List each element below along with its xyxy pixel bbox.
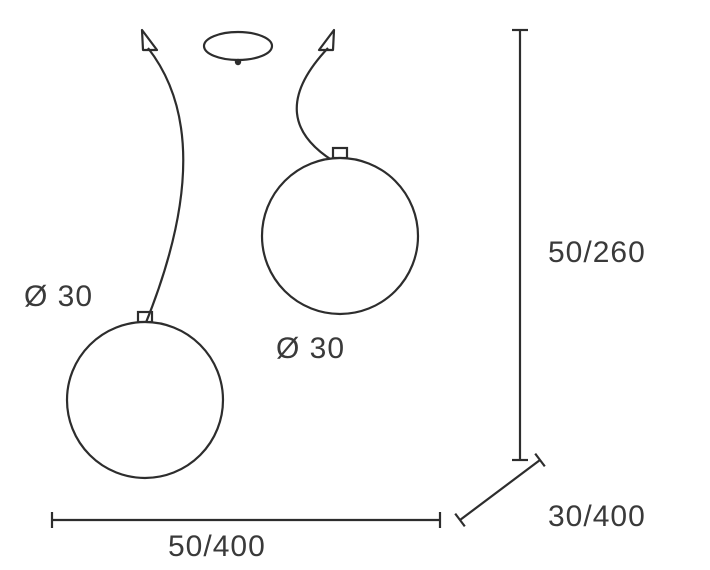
label-width: 50/400	[168, 530, 266, 564]
diagram-stage: Ø 30 Ø 30 50/260 50/400 30/400	[0, 0, 710, 570]
pendant-lamp-diagram	[0, 0, 710, 570]
label-diameter-right: Ø 30	[276, 332, 345, 366]
label-depth: 30/400	[548, 500, 646, 534]
label-height: 50/260	[548, 236, 646, 270]
label-diameter-left: Ø 30	[24, 280, 93, 314]
